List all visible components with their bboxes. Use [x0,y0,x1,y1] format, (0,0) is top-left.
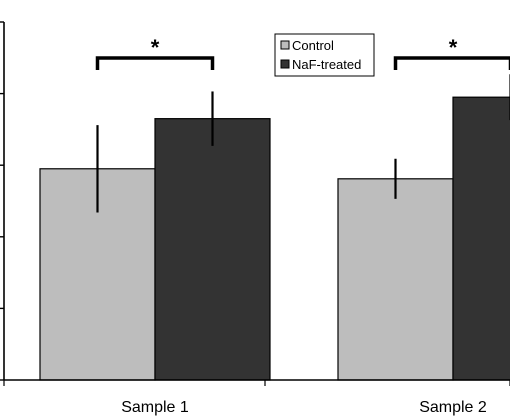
significance-bracket-1 [95,56,215,70]
significance-star-1: * [151,35,160,60]
bar-naf-treated-2 [452,96,510,381]
legend: Control NaF-treated [274,33,375,77]
significance-star-2: * [449,35,458,60]
significance-bracket-2 [393,56,510,70]
legend-swatch-naf [280,59,290,69]
bar-control-2 [337,178,454,381]
legend-swatch-control [280,40,290,50]
legend-label-control: Control [292,38,334,53]
legend-label-naf-treated: NaF-treated [292,57,361,72]
bars-layer [39,96,510,381]
axes-layer [0,21,510,386]
x-tick-label-2: Sample 2 [419,399,487,416]
x-tick-labels: Sample 1 Sample 2 [121,399,487,416]
error-bars-layer [96,74,510,213]
x-tick-label-1: Sample 1 [121,399,189,416]
legend-frame [274,33,375,77]
y-ticks [0,21,510,386]
significance-brackets: * * [95,35,510,70]
bar-naf-treated-1 [154,118,271,381]
